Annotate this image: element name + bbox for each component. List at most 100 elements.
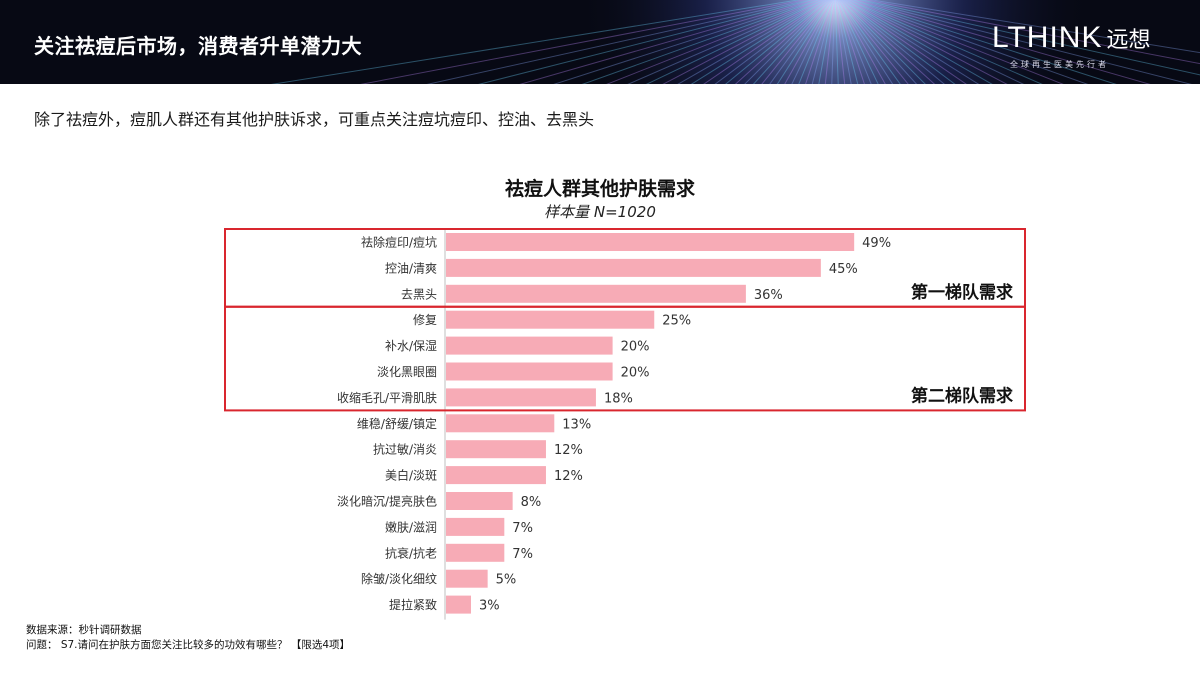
value-label: 20%	[621, 366, 650, 381]
bar	[446, 233, 855, 251]
header-ray	[360, 0, 807, 84]
category-label: 淡化暗沉/提亮肤色	[337, 494, 437, 509]
header-ray	[519, 0, 816, 84]
header-ray	[834, 0, 839, 84]
header-ray	[662, 0, 825, 84]
category-label: 抗衰/抗老	[385, 545, 437, 560]
header-ray	[837, 0, 879, 84]
value-label: 12%	[554, 469, 583, 484]
header-ray	[838, 0, 894, 84]
slide-subtitle: 除了祛痘外，痘肌人群还有其他护肤诉求，可重点关注痘坑痘印、控油、去黑头	[34, 110, 595, 129]
bar	[446, 440, 546, 459]
header-ray	[839, 0, 909, 84]
value-label: 7%	[512, 521, 533, 536]
header-ray	[798, 0, 834, 84]
category-label: 修复	[413, 312, 437, 327]
header-ray	[478, 0, 814, 84]
brand-name-cn: 远想	[1106, 28, 1151, 53]
header-ray	[835, 0, 852, 84]
header-ray	[845, 0, 1008, 84]
header-ray	[725, 0, 829, 84]
header-ray	[734, 0, 830, 84]
header-ray	[627, 0, 823, 84]
header-ray	[842, 0, 956, 84]
header-ray	[784, 0, 833, 84]
header-ray	[847, 0, 1043, 84]
header-ray	[856, 0, 1192, 84]
header-ray	[848, 0, 1064, 84]
header-ray	[690, 0, 827, 84]
header-ray	[769, 0, 832, 84]
data-source: 数据来源：秒针调研数据	[26, 624, 142, 636]
header-ray	[839, 0, 918, 84]
bar	[446, 336, 613, 355]
header-ray	[776, 0, 832, 84]
bar	[446, 517, 505, 536]
value-label: 25%	[662, 314, 691, 329]
header-banner: 关注祛痘后市场，消费者升单潜力大 LTHINK 远想 全球再生医美先行者	[0, 0, 1200, 84]
category-label: 美白/淡斑	[385, 468, 437, 483]
header-ray	[854, 0, 1151, 84]
header-ray	[838, 0, 901, 84]
header-ray	[835, 0, 846, 84]
category-label: 嫩肤/滋润	[385, 519, 437, 534]
bar	[446, 466, 546, 485]
value-label: 36%	[754, 288, 783, 303]
value-label: 7%	[512, 547, 533, 562]
header-ray	[426, 0, 811, 84]
value-label: 3%	[479, 599, 500, 614]
bar	[446, 492, 513, 510]
category-label: 收缩毛孔/平滑肌肤	[337, 390, 437, 405]
bar	[446, 595, 471, 614]
value-label: 12%	[554, 443, 583, 458]
header-ray	[859, 0, 1200, 76]
bar	[446, 258, 821, 277]
header-ray	[553, 0, 818, 84]
value-label: 13%	[562, 417, 591, 432]
brand-tagline: 全球再生医美先行者	[1010, 60, 1109, 69]
header-ray	[836, 0, 872, 84]
header-light-rays	[271, 0, 1200, 84]
category-label: 祛除痘印/痘坑	[361, 235, 437, 250]
value-label: 5%	[496, 573, 517, 588]
value-label: 20%	[621, 340, 650, 355]
header-ray	[761, 0, 831, 84]
chart-title: 祛痘人群其他护肤需求	[504, 178, 695, 200]
chart-sample-size: 样本量 N=1020	[544, 203, 656, 221]
category-label: 维稳/舒缓/镇定	[357, 416, 437, 431]
brand-logo: LTHINK 远想 全球再生医美先行者	[992, 22, 1150, 70]
header-ray	[843, 0, 980, 84]
category-label: 提拉紧致	[389, 597, 437, 612]
category-label: 淡化黑眼圈	[377, 365, 437, 379]
bar	[446, 414, 555, 433]
header-ray	[844, 0, 993, 84]
header-ray	[714, 0, 828, 84]
header-ray	[581, 0, 820, 84]
header-ray	[818, 0, 835, 84]
header-ray	[824, 0, 835, 84]
header-ray	[840, 0, 936, 84]
header-ray	[842, 0, 967, 84]
value-label: 8%	[521, 495, 542, 510]
bar	[446, 362, 613, 381]
header-ray	[852, 0, 1117, 84]
bar	[446, 388, 596, 407]
header-ray	[863, 0, 1200, 65]
footer-notes: 数据来源：秒针调研数据 问题： S7.请问在护肤方面您关注比较多的功效有哪些？ …	[26, 623, 350, 653]
header-ray	[645, 0, 824, 84]
header-ray	[837, 0, 886, 84]
header-ray	[744, 0, 830, 84]
value-label: 18%	[604, 391, 633, 406]
header-ray	[677, 0, 826, 84]
page-title: 关注祛痘后市场，消费者升单潜力大	[34, 34, 362, 58]
category-label: 抗过敏/消炎	[373, 442, 437, 457]
category-label: 控油/清爽	[385, 261, 437, 275]
bar	[446, 569, 488, 588]
header-ray	[835, 0, 859, 84]
bar	[446, 310, 655, 329]
category-label: 去黑头	[401, 287, 437, 301]
tier-label: 第一梯队需求	[911, 282, 1013, 303]
category-label: 除皱/淡化细纹	[361, 571, 437, 586]
survey-question: 问题： S7.请问在护肤方面您关注比较多的功效有哪些？ 【限选4项】	[26, 639, 351, 651]
